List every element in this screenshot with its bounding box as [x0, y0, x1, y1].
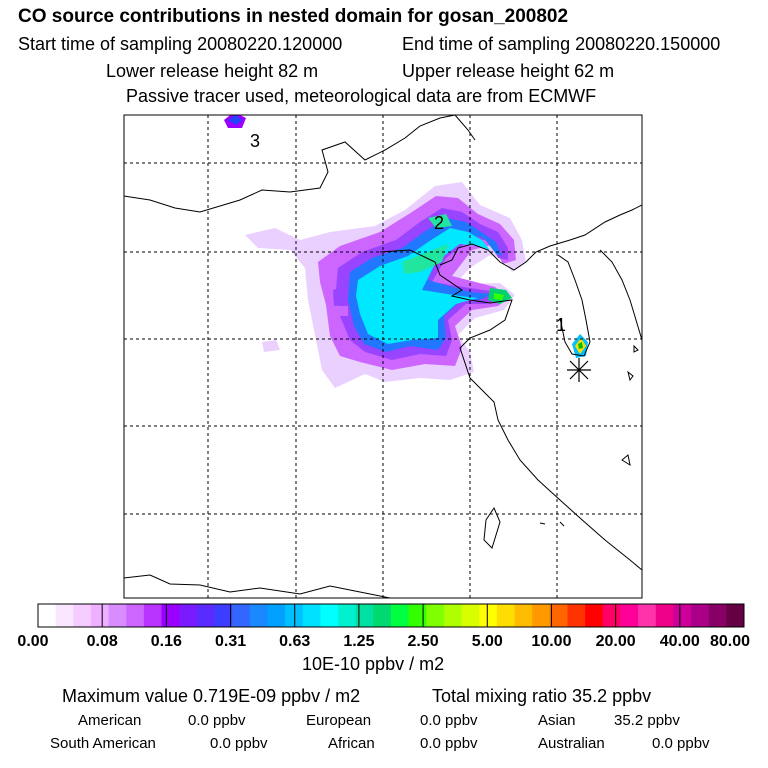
colorbar-cell [479, 604, 498, 627]
region-value-european: 0.0 ppbv [420, 712, 478, 729]
colorbar-cell [214, 604, 233, 627]
colorbar-cell [585, 604, 604, 627]
colorbar-cell [426, 604, 445, 627]
colorbar-tick-label: 20.00 [596, 633, 636, 650]
colorbar-cell [179, 604, 198, 627]
colorbar-cell [38, 604, 57, 627]
colorbar-cell [602, 604, 621, 627]
colorbar-tick-label: 10.00 [531, 633, 571, 650]
colorbar-cell [267, 604, 286, 627]
colorbar-tick-label: 0.08 [87, 633, 118, 650]
colorbar-cell [373, 604, 392, 627]
region-value-african: 0.0 ppbv [420, 735, 478, 752]
graticule [124, 115, 642, 598]
colorbar-cell [408, 604, 427, 627]
colorbar-cell [726, 604, 745, 627]
colorbar-cell [567, 604, 586, 627]
colorbar-cell [232, 604, 251, 627]
region-value-south-american: 0.0 ppbv [210, 735, 268, 752]
concentration-plume [224, 115, 588, 388]
colorbar-tick-label: 80.00 [710, 633, 750, 650]
region-name-european: European [306, 712, 372, 729]
colorbar-cell [391, 604, 410, 627]
colorbar-cell [338, 604, 357, 627]
colorbar-cell [161, 604, 180, 627]
colorbar-cell [496, 604, 516, 627]
colorbar-tick-label: 0.16 [151, 633, 182, 650]
maximum-value-label: Maximum value 0.719E-09 ppbv / m2 [62, 686, 361, 706]
coastline-layer [124, 115, 642, 598]
source-label-2: 2 [434, 213, 444, 233]
colorbar-tick-label: 0.00 [17, 633, 48, 650]
colorbar-cell [55, 604, 74, 627]
colorbar-cell [673, 604, 692, 627]
start-time-label: Start time of sampling 20080220.120000 [18, 34, 343, 54]
map-frame [123, 114, 643, 599]
plot-title: CO source contributions in nested domain… [18, 6, 569, 27]
colorbar-cell [196, 604, 215, 627]
lower-release-label: Lower release height 82 m [106, 61, 319, 81]
region-name-australian: Australian [538, 735, 605, 752]
colorbar-tick-label: 5.00 [472, 633, 503, 650]
colorbar-cell [90, 604, 110, 627]
colorbar-cell [532, 604, 551, 627]
upper-release-label: Upper release height 62 m [402, 61, 615, 81]
star-icon [567, 358, 591, 382]
region-value-australian: 0.0 ppbv [652, 735, 710, 752]
colorbar-cell [620, 604, 639, 627]
colorbar-cell [249, 604, 268, 627]
colorbar-tick-label: 40.00 [660, 633, 700, 650]
colorbar-tick-label: 1.25 [343, 633, 374, 650]
region-name-asian: Asian [538, 712, 576, 729]
colorbar-cell [126, 604, 145, 627]
colorbar-cell [655, 604, 674, 627]
colorbar-cell [355, 604, 374, 627]
region-name-american: American [78, 712, 142, 729]
colorbar-cell [638, 604, 657, 627]
tracer-info-label: Passive tracer used, meteorological data… [126, 86, 597, 106]
colorbar-cell [708, 604, 727, 627]
colorbar-cell [285, 604, 304, 627]
colorbar-cell [73, 604, 92, 627]
region-value-asian: 35.2 ppbv [614, 712, 680, 729]
colorbar-cell [443, 604, 463, 627]
colorbar-cell [320, 604, 339, 627]
colorbar-cell [143, 604, 163, 627]
colorbar-cell [549, 604, 568, 627]
colorbar-cell [302, 604, 321, 627]
region-value-american: 0.0 ppbv [188, 712, 246, 729]
end-time-label: End time of sampling 20080220.150000 [402, 34, 721, 54]
colorbar-tick-label: 0.31 [215, 633, 246, 650]
colorbar-tick-label: 0.63 [279, 633, 310, 650]
source-label-3: 3 [250, 131, 260, 151]
colorbar-cell [108, 604, 127, 627]
region-name-african: African [328, 735, 375, 752]
region-name-south-american: South American [50, 735, 156, 752]
total-mixing-ratio-label: Total mixing ratio 35.2 ppbv [432, 686, 652, 706]
colorbar-cell [691, 604, 710, 627]
source-label-1: 1 [556, 315, 566, 335]
colorbar-cell [514, 604, 533, 627]
colorbar-tick-label: 2.50 [408, 633, 439, 650]
colorbar-units: 10E-10 ppbv / m2 [302, 654, 445, 674]
colorbar-cell [461, 604, 480, 627]
